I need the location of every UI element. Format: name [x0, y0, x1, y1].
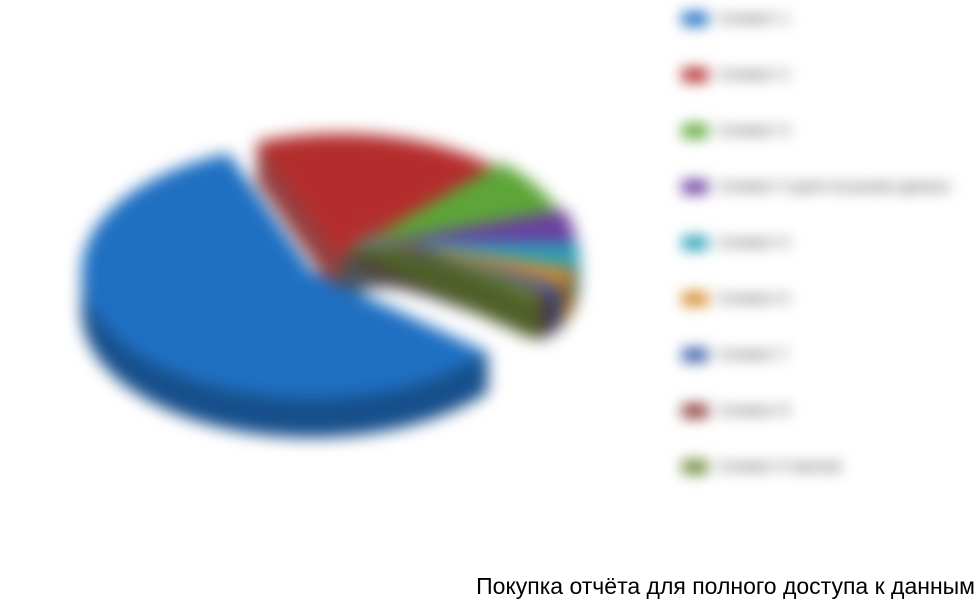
legend-label: Сегмент 7	[718, 346, 789, 364]
legend-item: Сегмент 4 доля на рынке данных	[682, 178, 972, 196]
legend-label: Сегмент 3	[718, 122, 789, 140]
legend-item: Сегмент 8	[682, 402, 972, 420]
chart-legend: Сегмент 1 Сегмент 2 Сегмент 3 Сегмент 4 дол…	[682, 10, 972, 514]
legend-swatch	[682, 236, 708, 250]
purchase-caption: Покупка отчёта для полного доступа к дан…	[476, 573, 975, 600]
legend-swatch	[682, 12, 708, 26]
legend-swatch	[682, 460, 708, 474]
legend-item: Сегмент 2	[682, 66, 972, 84]
legend-item: Сегмент 5	[682, 234, 972, 252]
legend-label: Сегмент 5	[718, 234, 789, 252]
legend-swatch	[682, 404, 708, 418]
legend-label: Сегмент 9 прочие	[718, 458, 842, 476]
legend-swatch	[682, 124, 708, 138]
legend-label: Сегмент 4 доля на рынке данных	[718, 178, 950, 196]
legend-item: Сегмент 3	[682, 122, 972, 140]
legend-swatch	[682, 180, 708, 194]
pie-chart-area	[0, 0, 680, 520]
legend-item: Сегмент 7	[682, 346, 972, 364]
legend-item: Сегмент 1	[682, 10, 972, 28]
legend-label: Сегмент 6	[718, 290, 789, 308]
pie-chart-svg	[0, 0, 680, 520]
legend-label: Сегмент 8	[718, 402, 789, 420]
legend-label: Сегмент 1	[718, 10, 789, 28]
legend-item: Сегмент 9 прочие	[682, 458, 972, 476]
legend-swatch	[682, 292, 708, 306]
legend-swatch	[682, 68, 708, 82]
legend-swatch	[682, 348, 708, 362]
legend-item: Сегмент 6	[682, 290, 972, 308]
legend-label: Сегмент 2	[718, 66, 789, 84]
